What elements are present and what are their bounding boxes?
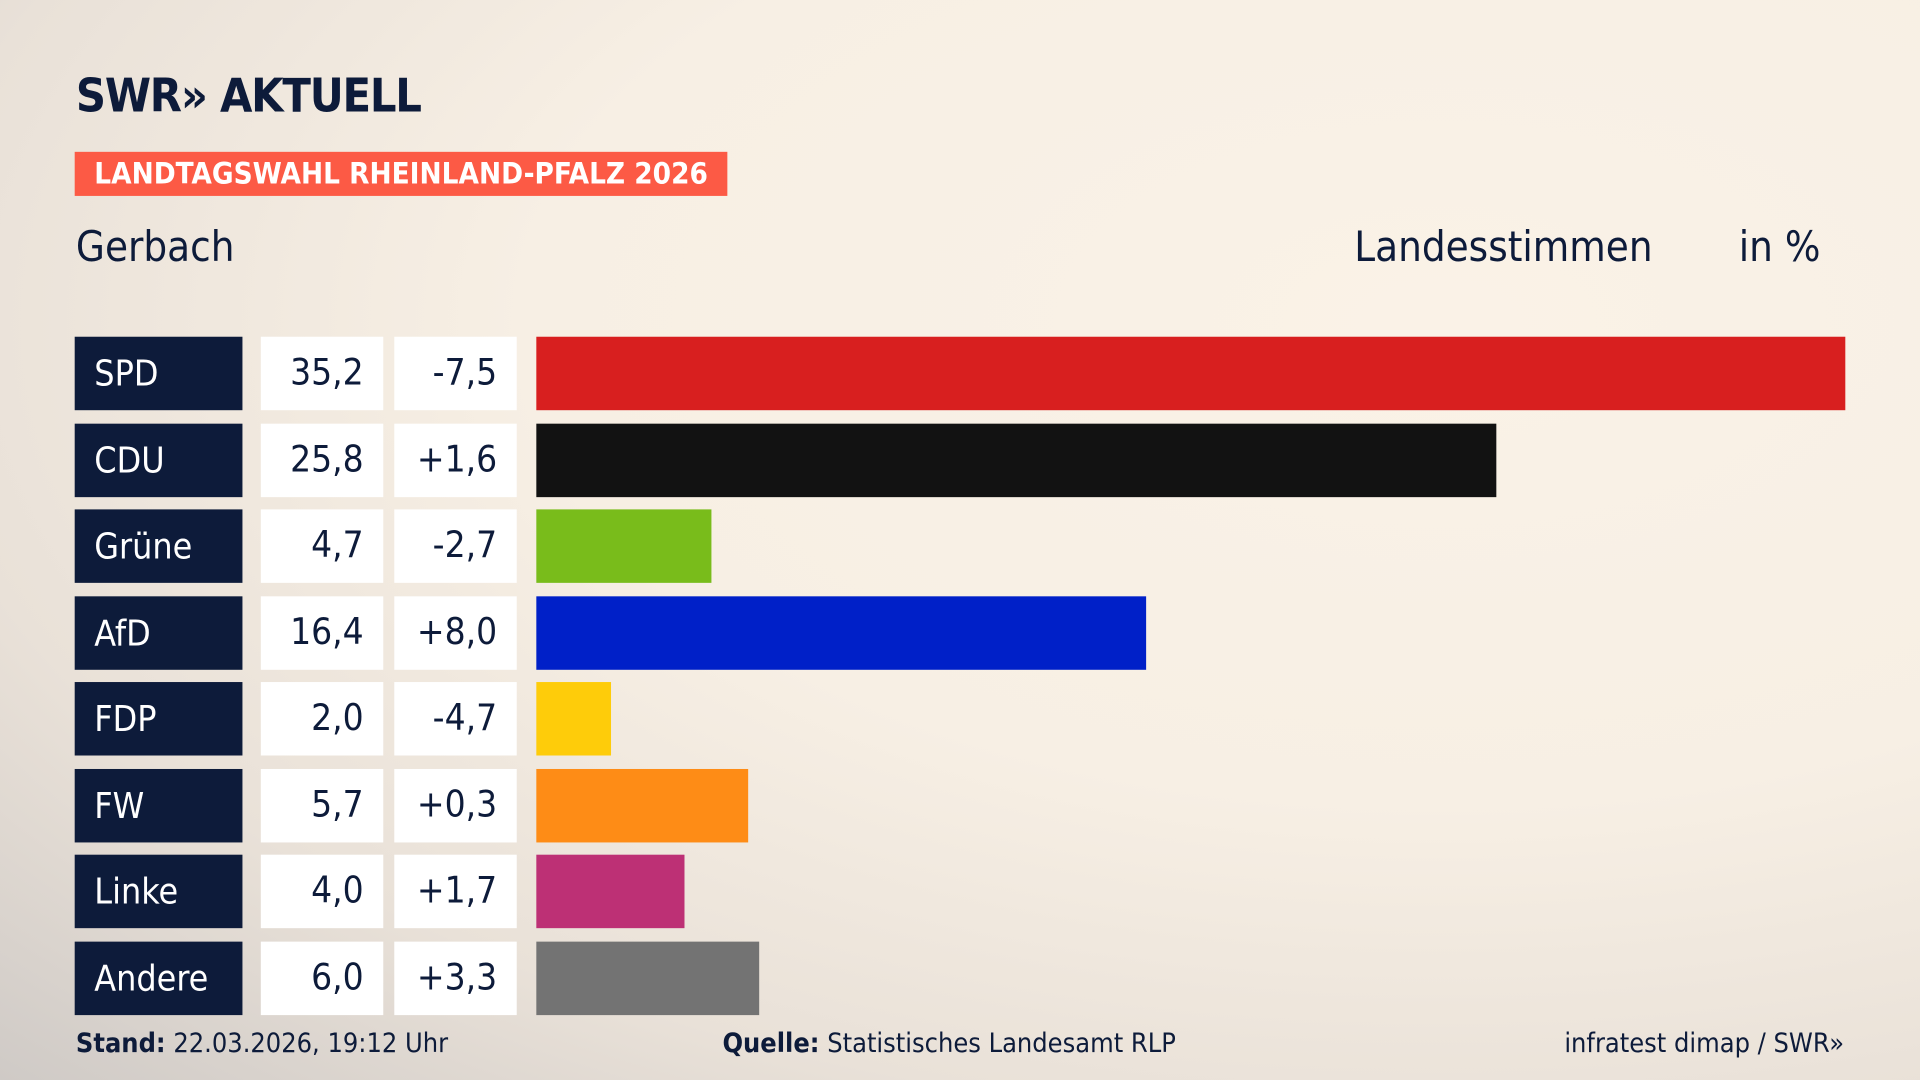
diff-label: +0,3: [394, 768, 517, 842]
party-label: Linke: [74, 854, 243, 929]
diff-label: -4,7: [394, 682, 517, 756]
unit-label: in %: [1738, 222, 1821, 272]
party-label: FDP: [74, 682, 243, 756]
value-label: 35,2: [260, 336, 384, 411]
stand-value: 22.03.2026, 19:12 Uhr: [173, 1028, 449, 1060]
election-tag: LANDTAGSWAHL RHEINLAND-PFALZ 2026: [74, 151, 728, 196]
source-label: Quelle:: [722, 1028, 820, 1060]
bar-fdp: [536, 682, 611, 756]
swr-aktuell-logo: SWR» AKTUELL: [75, 68, 422, 123]
source: Quelle: Statistisches Landesamt RLP: [722, 1029, 1175, 1060]
value-label: 5,7: [260, 768, 384, 842]
value-label: 2,0: [260, 682, 384, 756]
bar-linke: [536, 854, 686, 929]
party-label: Andere: [74, 941, 243, 1015]
bar-grüne: [536, 509, 712, 583]
value-label: 6,0: [260, 941, 384, 1015]
diff-label: +8,0: [394, 595, 517, 670]
credit: infratest dimap / SWR»: [1564, 1028, 1845, 1060]
value-label: 25,8: [260, 423, 384, 497]
diff-label: +1,6: [394, 423, 517, 497]
bar-cdu: [536, 423, 1496, 497]
region-title: Gerbach: [75, 222, 235, 272]
party-label: FW: [74, 768, 243, 842]
value-label: 4,7: [260, 509, 384, 583]
stand-label: Stand:: [75, 1028, 166, 1060]
diff-label: +3,3: [394, 941, 517, 1015]
diff-label: +1,7: [394, 854, 517, 929]
bar-spd: [536, 336, 1846, 411]
diff-label: -2,7: [394, 509, 517, 583]
source-value: Statistisches Landesamt RLP: [827, 1028, 1176, 1060]
party-label: SPD: [74, 336, 243, 411]
value-label: 16,4: [260, 595, 384, 670]
diff-label: -7,5: [394, 336, 517, 411]
value-label: 4,0: [260, 854, 384, 929]
bar-afd: [536, 595, 1147, 670]
metric-label: Landesstimmen: [1354, 222, 1653, 272]
timestamp: Stand: 22.03.2026, 19:12 Uhr: [76, 1029, 448, 1060]
bar-fw: [536, 768, 749, 842]
party-label: CDU: [74, 423, 243, 497]
party-label: AfD: [74, 595, 243, 670]
party-label: Grüne: [74, 509, 243, 583]
bar-andere: [536, 941, 760, 1015]
